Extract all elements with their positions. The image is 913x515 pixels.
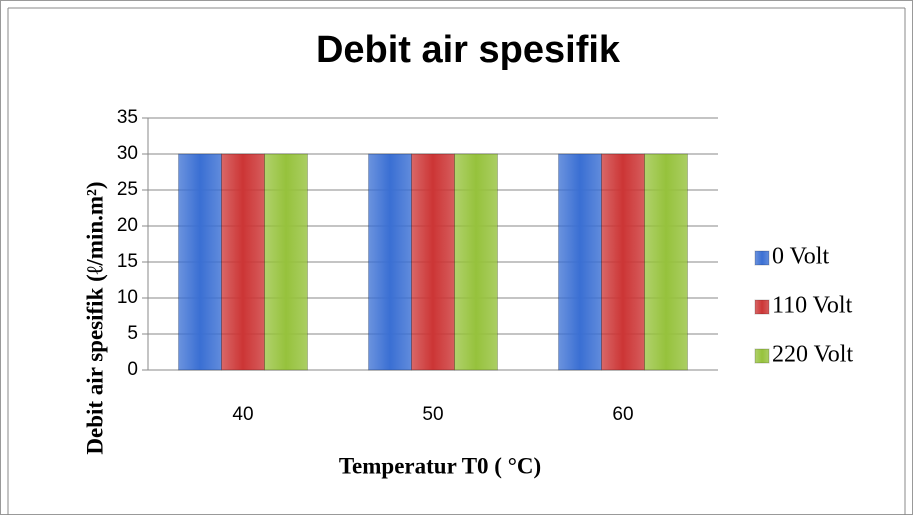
- legend-label: 0 Volt: [772, 244, 829, 270]
- bar: [558, 153, 602, 371]
- y-tick-label: 30: [117, 143, 138, 164]
- y-tick-label: 10: [117, 287, 138, 308]
- y-axis-label: Debit air spesifik (ℓ/min.m²): [82, 181, 107, 454]
- legend-swatch: [754, 348, 770, 364]
- bar: [454, 153, 498, 371]
- x-axis-label: Temperatur T0 ( °C): [339, 453, 541, 478]
- y-tick-label: 15: [117, 251, 138, 272]
- y-tick-label: 20: [117, 215, 138, 236]
- bar: [264, 153, 308, 371]
- bar: [178, 153, 222, 371]
- bar: [644, 153, 688, 371]
- legend-label: 220 Volt: [772, 342, 853, 368]
- legend-label: 110 Volt: [772, 293, 853, 319]
- legend-swatch: [754, 299, 770, 315]
- bar: [221, 153, 265, 371]
- x-tick-label: 50: [422, 404, 443, 425]
- x-tick-label: 40: [232, 404, 253, 425]
- y-tick-label: 0: [127, 359, 138, 380]
- bar: [601, 153, 645, 371]
- bar: [368, 153, 412, 371]
- x-tick-label: 60: [612, 404, 633, 425]
- y-tick-label: 25: [117, 179, 138, 200]
- y-tick-label: 5: [127, 323, 138, 344]
- chart-title: Debit air spesifik: [316, 29, 621, 71]
- legend-swatch: [754, 250, 770, 266]
- y-tick-label: 35: [117, 107, 138, 128]
- bar: [411, 153, 455, 371]
